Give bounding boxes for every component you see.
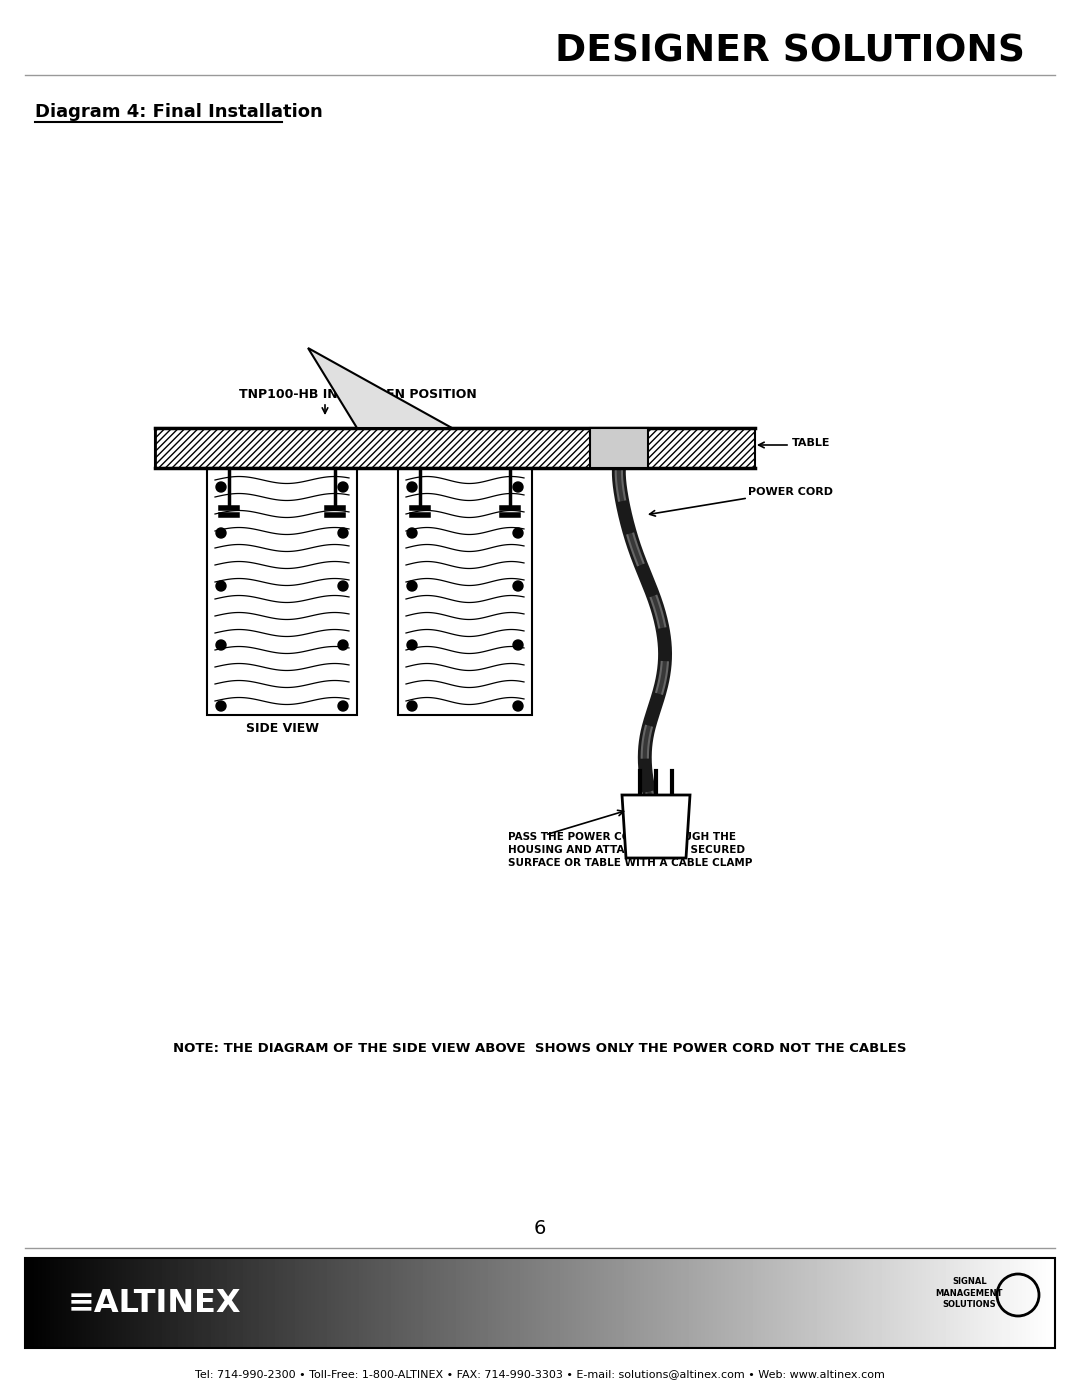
Polygon shape [156, 427, 755, 468]
Circle shape [407, 528, 417, 538]
Text: Diagram 4: Final Installation: Diagram 4: Final Installation [35, 103, 323, 122]
Polygon shape [399, 468, 532, 715]
Circle shape [407, 581, 417, 591]
Circle shape [407, 701, 417, 711]
Circle shape [338, 528, 348, 538]
Circle shape [216, 528, 226, 538]
Text: Tel: 714-990-2300 • Toll-Free: 1-800-ALTINEX • FAX: 714-990-3303 • E-mail: solut: Tel: 714-990-2300 • Toll-Free: 1-800-ALT… [195, 1369, 885, 1379]
Circle shape [338, 701, 348, 711]
Circle shape [338, 581, 348, 591]
Circle shape [216, 482, 226, 492]
Circle shape [513, 528, 523, 538]
Text: ≡ALTINEX: ≡ALTINEX [68, 1288, 242, 1319]
Polygon shape [622, 795, 690, 858]
Circle shape [513, 482, 523, 492]
Circle shape [216, 701, 226, 711]
Text: POWER CORD: POWER CORD [748, 488, 833, 497]
Text: TNP100-HB IN AN OPEN POSITION: TNP100-HB IN AN OPEN POSITION [239, 387, 477, 401]
Circle shape [407, 640, 417, 650]
Circle shape [513, 581, 523, 591]
Circle shape [407, 482, 417, 492]
Polygon shape [207, 468, 357, 715]
Text: NOTE: THE DIAGRAM OF THE SIDE VIEW ABOVE  SHOWS ONLY THE POWER CORD NOT THE CABL: NOTE: THE DIAGRAM OF THE SIDE VIEW ABOVE… [173, 1042, 907, 1055]
Polygon shape [308, 348, 453, 427]
Circle shape [338, 640, 348, 650]
Circle shape [513, 701, 523, 711]
Text: SIDE VIEW: SIDE VIEW [246, 721, 320, 735]
Text: 6: 6 [534, 1218, 546, 1238]
Polygon shape [590, 427, 648, 468]
Circle shape [216, 581, 226, 591]
Text: SIGNAL
MANAGEMENT
SOLUTIONS: SIGNAL MANAGEMENT SOLUTIONS [935, 1277, 1003, 1309]
Circle shape [338, 482, 348, 492]
Text: DESIGNER SOLUTIONS: DESIGNER SOLUTIONS [555, 34, 1025, 70]
Text: PASS THE POWER CORD THROUGH THE
HOUSING AND ATTACH IT TO A SECURED
SURFACE OR TA: PASS THE POWER CORD THROUGH THE HOUSING … [508, 833, 753, 869]
Text: TABLE: TABLE [792, 439, 831, 448]
Circle shape [513, 640, 523, 650]
Circle shape [216, 640, 226, 650]
